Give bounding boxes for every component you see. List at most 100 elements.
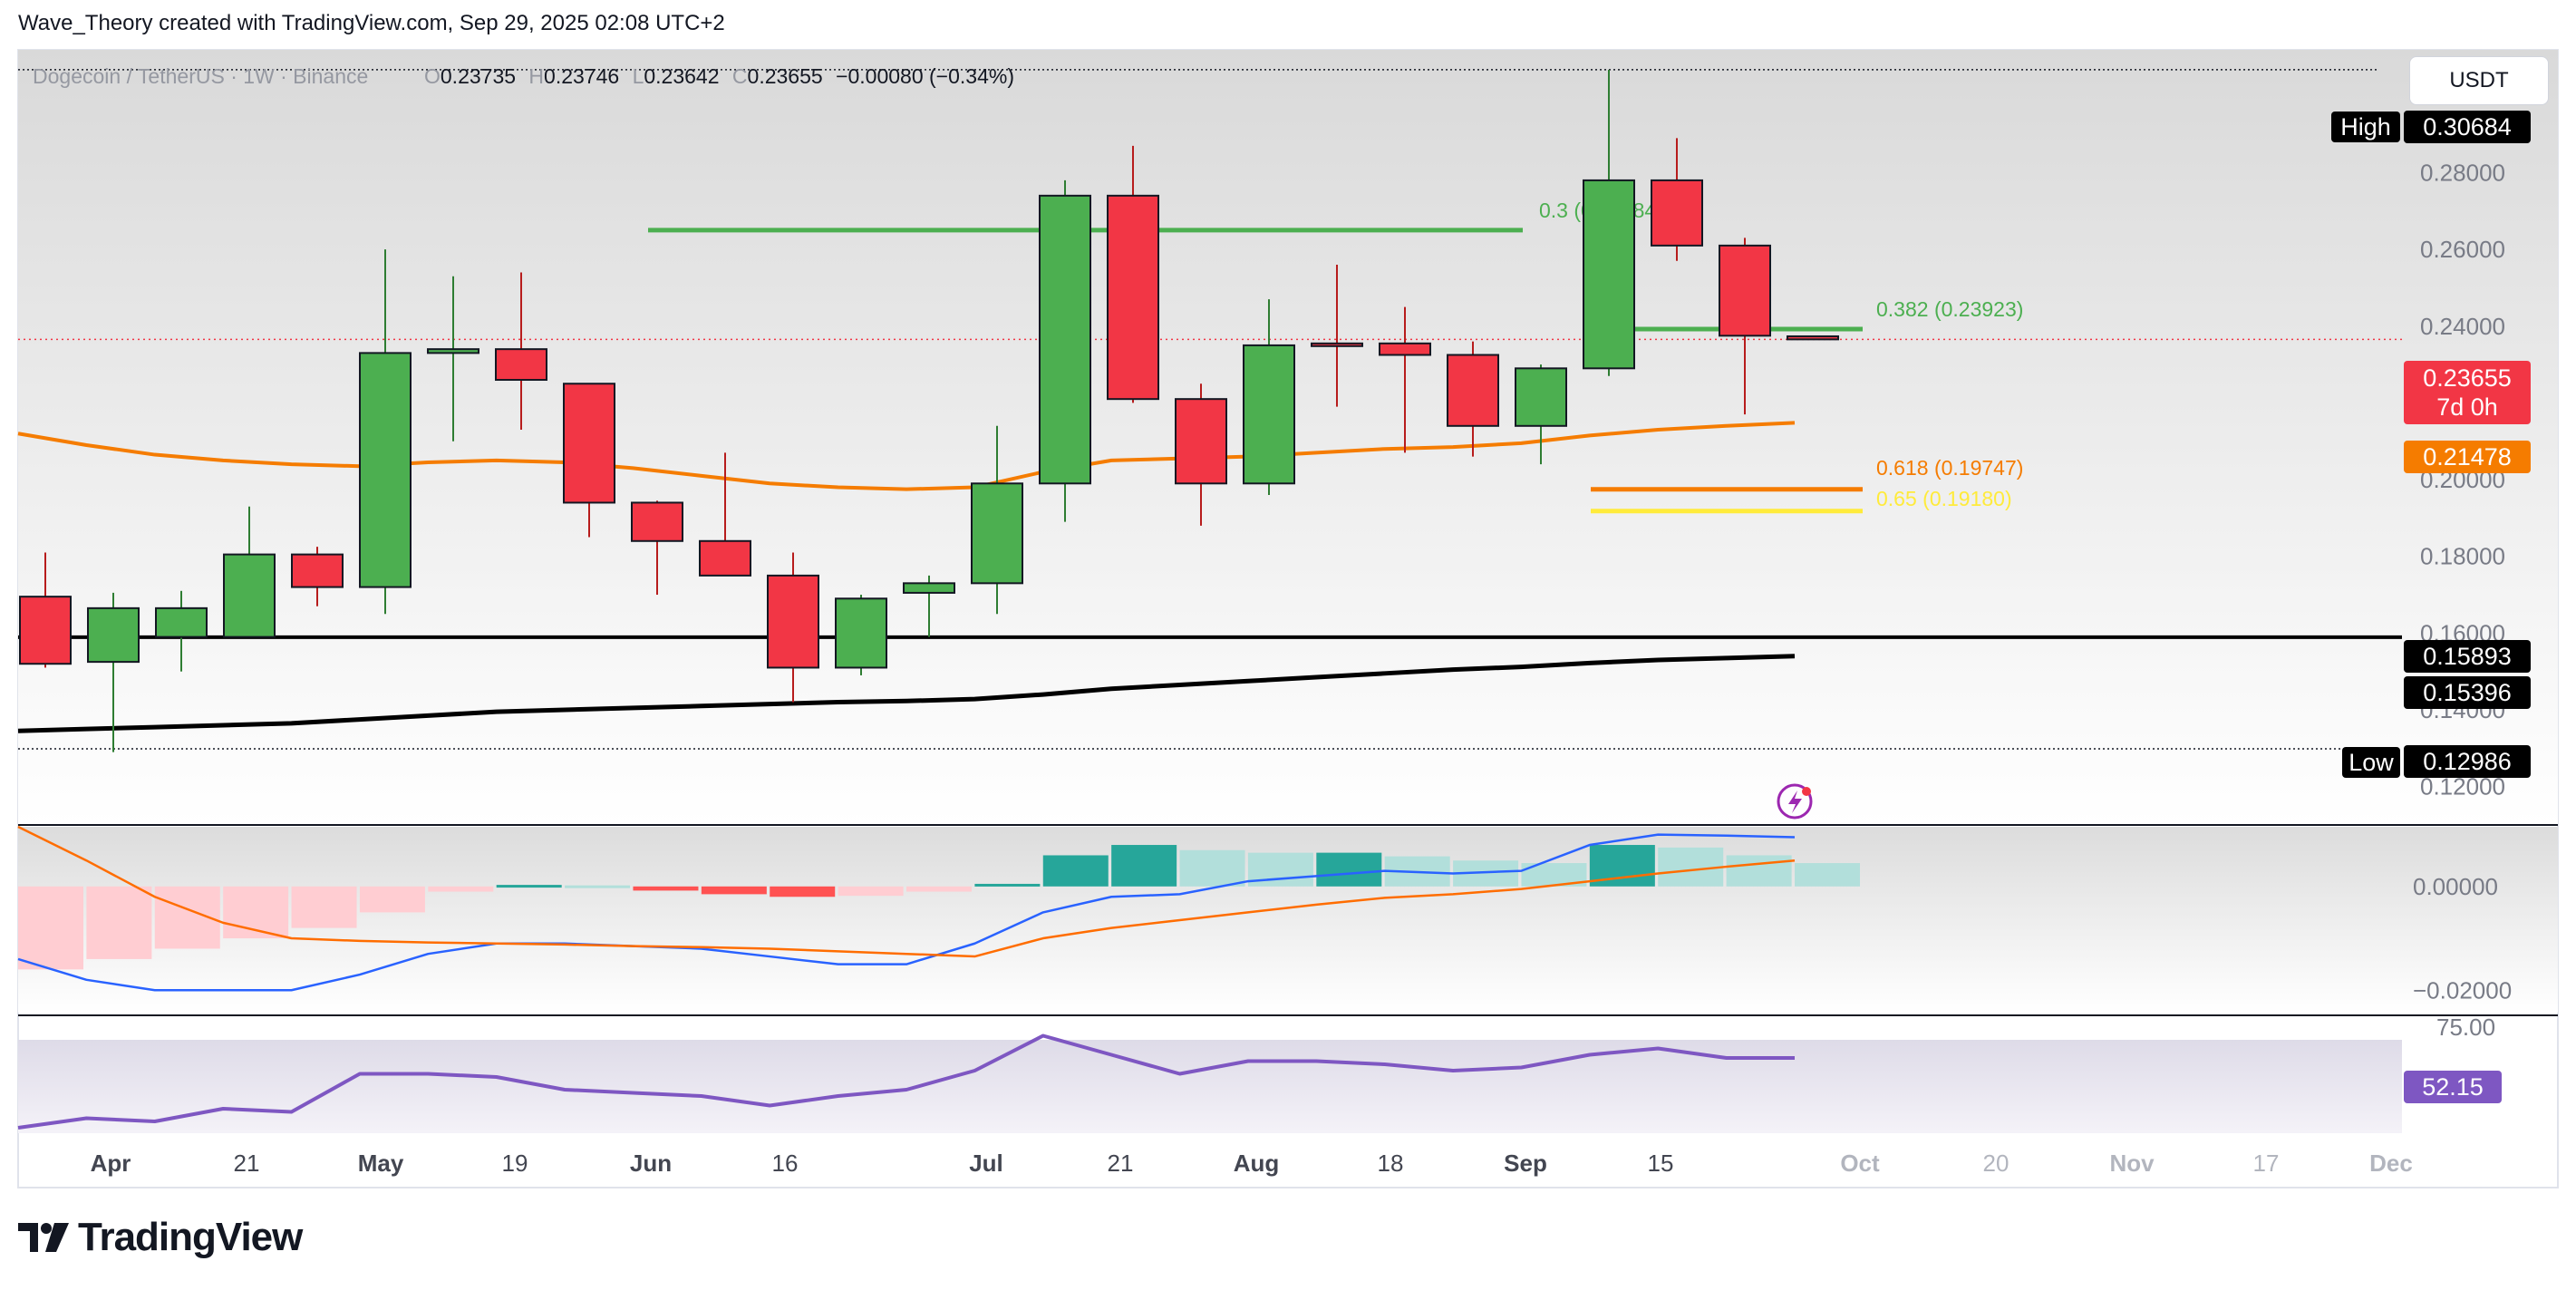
price-pane: 0.3 (0.3__84)0.382 (0.23923)0.618 (0.197… <box>17 69 2402 752</box>
time-axis-tick: Jun <box>630 1150 672 1177</box>
candle <box>1651 138 1703 261</box>
macd-histogram-bar <box>565 885 631 888</box>
price-axis-tick: 0.26000 <box>2420 236 2505 263</box>
candle <box>87 592 140 752</box>
candle <box>1787 335 1839 341</box>
ohlc-values: O0.23735 H0.23746 L0.23642 C0.23655 −0.0… <box>424 64 1014 88</box>
rsi-value-tag-text: 52.15 <box>2422 1073 2484 1101</box>
candle-body <box>19 596 72 665</box>
lightning-alert-icon[interactable] <box>1777 783 1813 820</box>
candle-body <box>1515 367 1567 427</box>
ema200-price-tag-bg <box>2404 676 2531 709</box>
change-value: −0.00080 (−0.34%) <box>836 64 1014 88</box>
low-tag-label-text: Low <box>2348 749 2394 776</box>
currency-button[interactable]: USDT <box>2409 56 2549 105</box>
low-value: 0.23642 <box>644 64 719 88</box>
candle-body <box>1175 398 1227 485</box>
candle <box>971 425 1023 615</box>
tradingview-logo-icon <box>18 1223 69 1252</box>
ema200-price-tag: 0.15396 <box>2404 676 2531 709</box>
macd-histogram-bar <box>359 886 425 913</box>
macd-histogram-bar <box>1042 855 1109 887</box>
ema50-price-tag: 0.21478 <box>2404 441 2531 473</box>
time-axis-tick: 16 <box>772 1150 799 1177</box>
time-axis-tick: 17 <box>2253 1150 2280 1177</box>
candle-body <box>1719 244 1771 337</box>
macd-axis-tick: 0.00000 <box>2413 873 2498 900</box>
candle <box>835 595 887 675</box>
created-by-text: Wave_Theory created with TradingView.com… <box>18 11 725 35</box>
candle-body <box>87 606 140 664</box>
macd-histogram-bar <box>1111 845 1177 887</box>
candle-body <box>835 597 887 669</box>
support-price-tag-bg <box>2404 640 2531 673</box>
candle-body <box>359 352 412 588</box>
price-axis-tick: 0.24000 <box>2420 313 2505 340</box>
candle-body <box>1311 342 1363 347</box>
close-label: C <box>732 64 748 88</box>
candle <box>495 272 547 431</box>
candle <box>1719 238 1771 415</box>
tradingview-logo-text: TradingView <box>78 1215 303 1259</box>
fib-382-label: 0.382 (0.23923) <box>1876 297 2023 321</box>
last-price-text: 0.23655 <box>2423 364 2512 392</box>
candle-body <box>291 553 344 588</box>
candle-body <box>495 348 547 382</box>
candle-body <box>971 482 1023 585</box>
high-label: H <box>528 64 544 88</box>
candle <box>1379 306 1431 453</box>
time-axis-tick: Apr <box>91 1150 131 1177</box>
low-price-tag: 0.12986 <box>2404 745 2531 778</box>
candle-body <box>1039 194 1091 485</box>
candle-body <box>903 582 955 594</box>
candle <box>1311 265 1363 407</box>
ema200-line <box>17 654 1796 733</box>
candle-body <box>1787 335 1839 341</box>
countdown-text: 7d 0h <box>2436 393 2498 421</box>
candle <box>563 383 615 538</box>
macd-histogram-bar <box>1316 852 1382 887</box>
time-axis-tick: May <box>358 1150 404 1177</box>
candle-body <box>223 553 276 638</box>
macd-histogram-bar <box>18 886 83 970</box>
time-axis-tick: 20 <box>1983 1150 2009 1177</box>
macd-histogram-bar <box>86 886 152 959</box>
price-axis-tick: 0.18000 <box>2420 543 2505 570</box>
macd-histogram-bar <box>838 886 904 897</box>
low-tag-label: Low <box>2342 747 2400 778</box>
fib-65-label: 0.65 (0.19180) <box>1876 487 2012 510</box>
macd-histogram-bar <box>906 886 972 892</box>
candle <box>699 452 751 577</box>
candle-body <box>1107 194 1159 401</box>
time-axis-tick: Sep <box>1504 1150 1547 1177</box>
macd-histogram-bar <box>496 885 562 888</box>
macd-histogram-bar <box>1726 855 1792 887</box>
macd-histogram-bar <box>770 886 836 897</box>
macd-histogram-bar <box>1179 849 1245 887</box>
macd-line <box>17 833 1796 992</box>
candle <box>1039 179 1091 522</box>
rsi-value-tag: 52.15 <box>2404 1071 2502 1103</box>
open-label: O <box>424 64 441 88</box>
macd-axis-tick: −0.02000 <box>2413 976 2512 1004</box>
symbol-name[interactable]: Dogecoin / TetherUS · 1W · Binance <box>33 64 368 88</box>
macd-signal-line <box>17 825 1796 958</box>
low-price-tag-text: 0.12986 <box>2423 748 2512 775</box>
candle <box>1515 364 1567 465</box>
high-tag-label-bg <box>2331 112 2400 142</box>
tradingview-logo[interactable]: TradingView <box>18 1215 303 1260</box>
candle <box>903 575 955 637</box>
candle <box>155 590 208 672</box>
candle <box>1107 145 1159 403</box>
candle-body <box>155 606 208 638</box>
time-axis-tick: 21 <box>1108 1150 1134 1177</box>
support-price-tag: 0.15893 <box>2404 640 2531 673</box>
candle <box>1447 341 1499 457</box>
ema50-price-tag-bg <box>2404 441 2531 473</box>
time-axis-tick: 15 <box>1648 1150 1674 1177</box>
time-axis-tick: Oct <box>1840 1150 1880 1177</box>
symbol-legend[interactable]: Dogecoin / TetherUS · 1W · Binance O0.23… <box>33 64 1014 88</box>
candle <box>19 552 72 668</box>
candle <box>1175 383 1227 526</box>
